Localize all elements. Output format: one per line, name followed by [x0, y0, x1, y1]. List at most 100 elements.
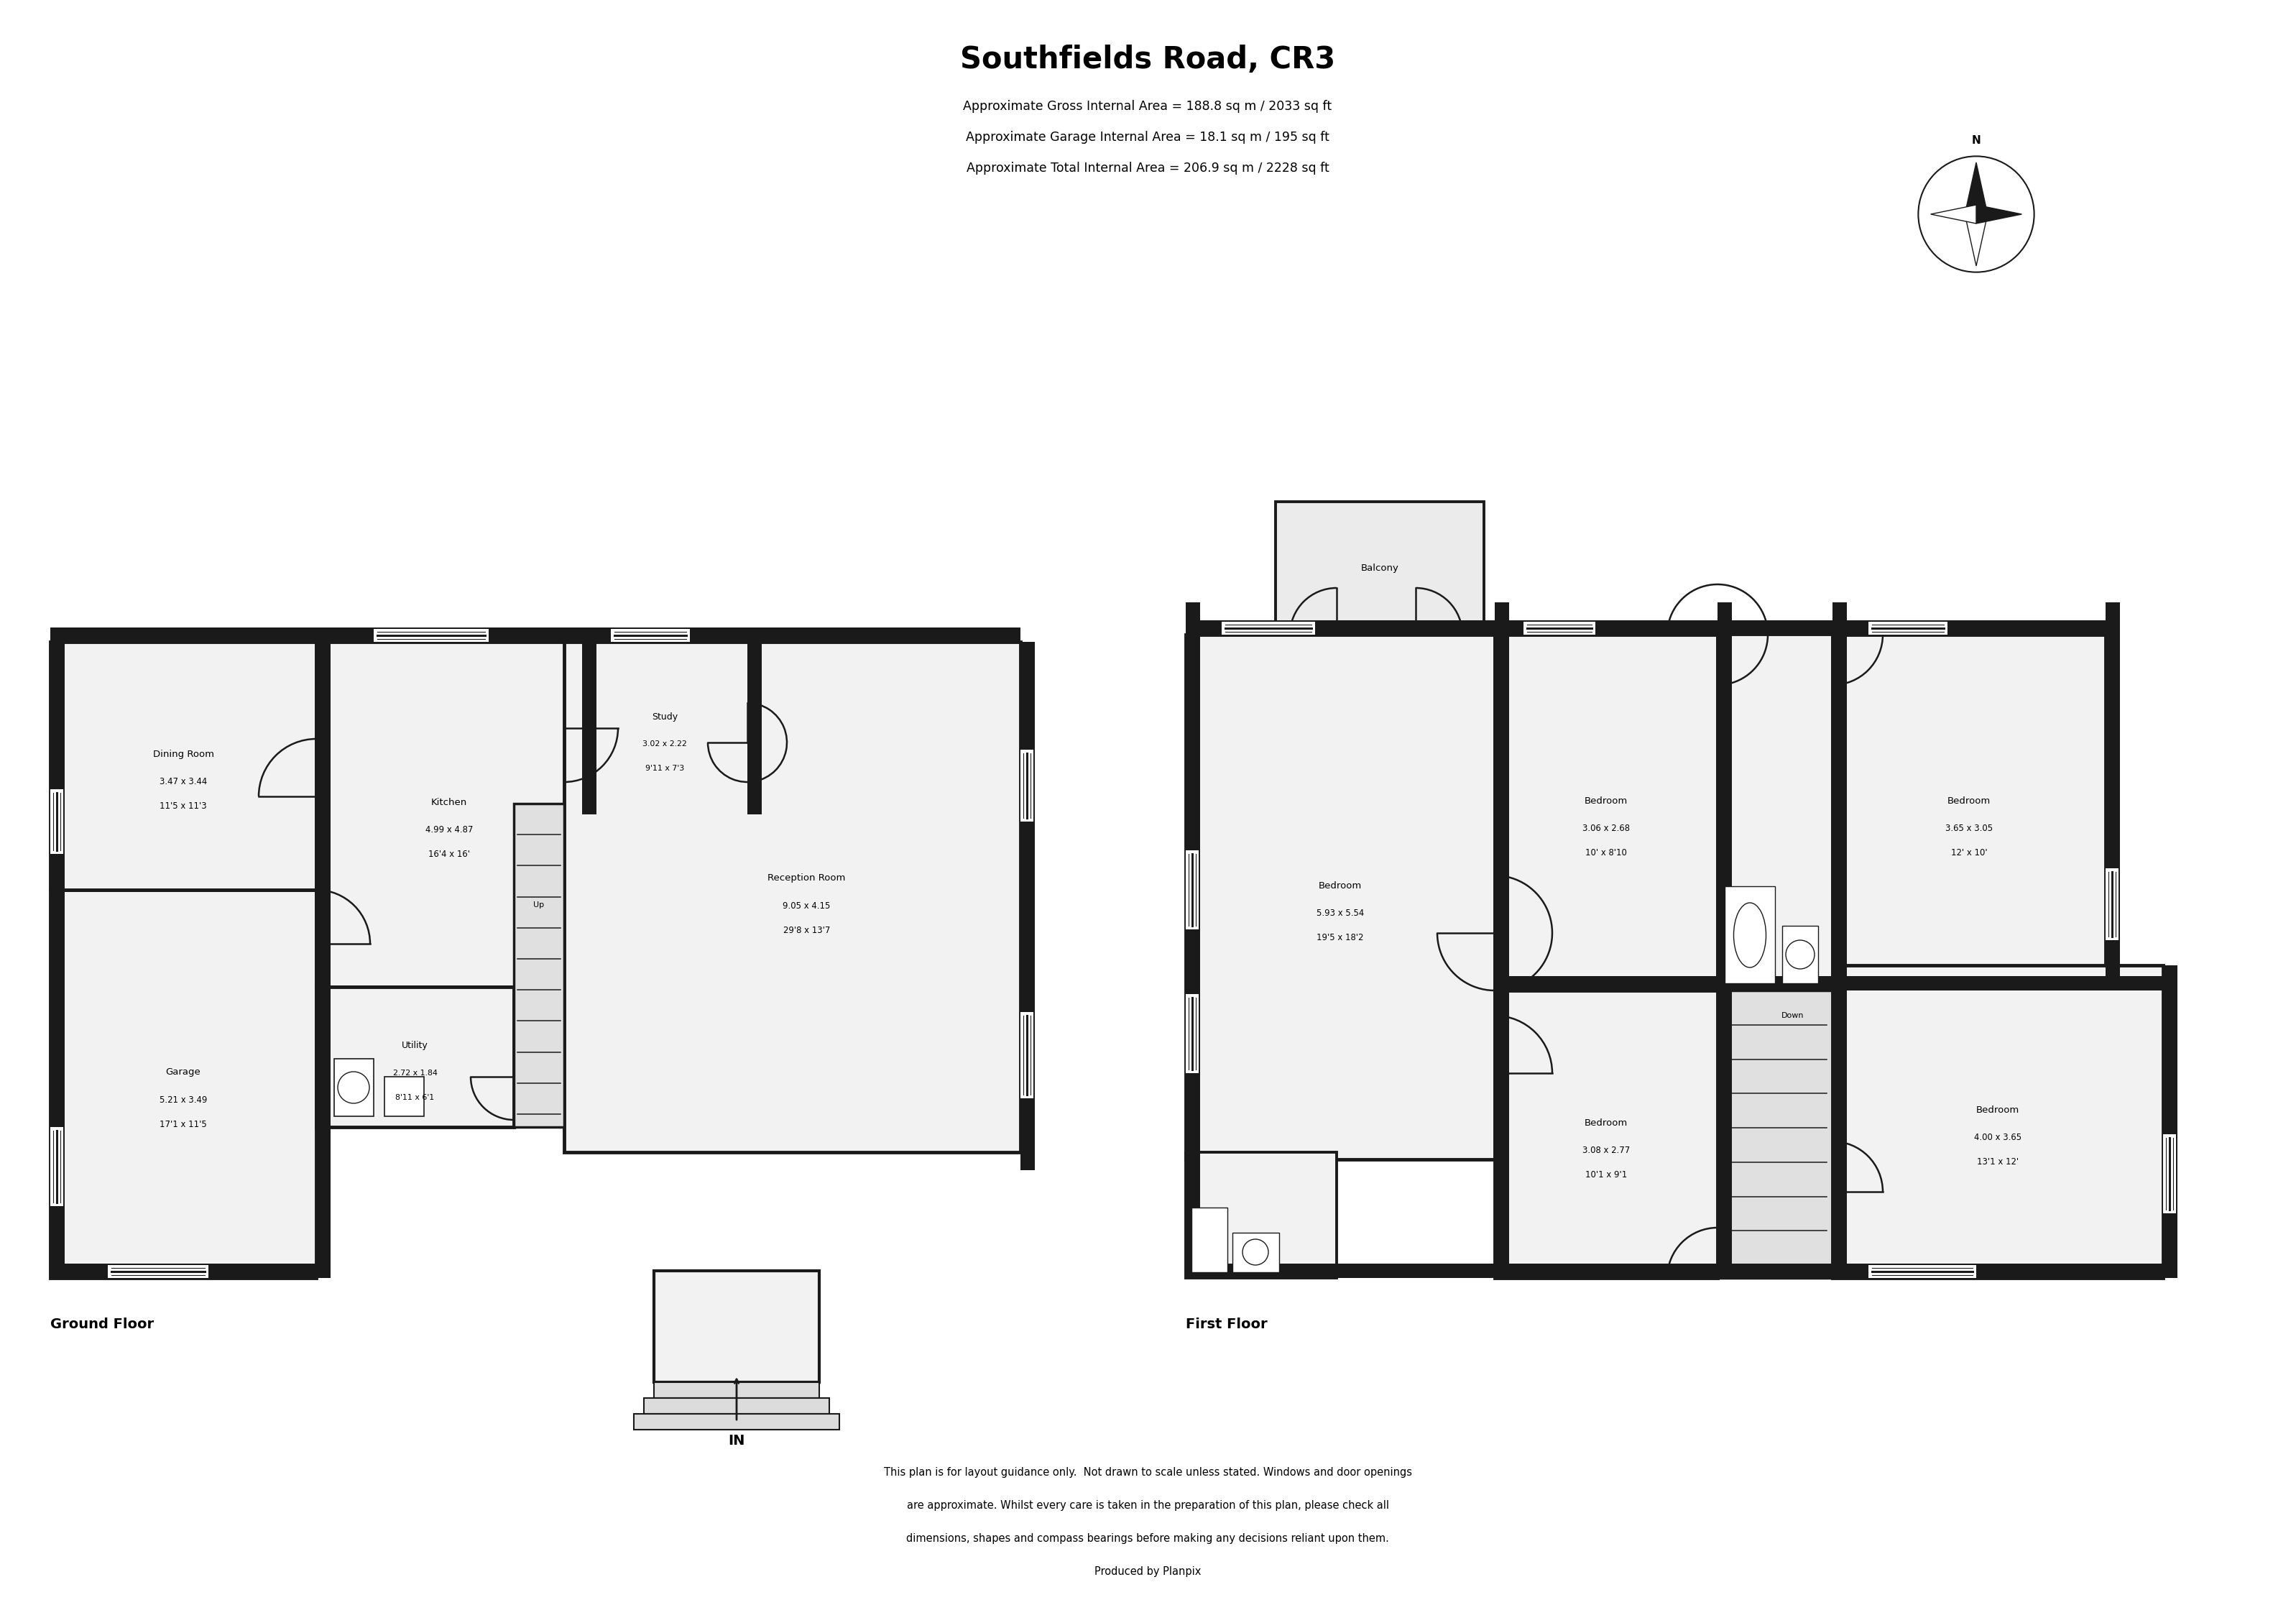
Bar: [1525, 622, 1596, 635]
Text: Bedroom: Bedroom: [1318, 881, 1362, 889]
Bar: [1832, 635, 2105, 990]
Text: Approximate Gross Internal Area = 188.8 sq m / 2033 sq ft: Approximate Gross Internal Area = 188.8 …: [964, 101, 1332, 114]
Bar: [1869, 622, 1947, 635]
Text: Balcony: Balcony: [1362, 563, 1398, 573]
Text: 10' x 8'10: 10' x 8'10: [1584, 849, 1628, 857]
Bar: [1019, 1013, 1033, 1099]
Bar: [1717, 990, 1832, 1277]
Bar: [2105, 602, 2119, 990]
Bar: [1019, 641, 1035, 1170]
Bar: [1832, 966, 2163, 1277]
Text: 5.21 x 3.49: 5.21 x 3.49: [158, 1096, 207, 1104]
Bar: [634, 1414, 840, 1430]
Bar: [1495, 602, 1508, 1277]
Text: First Floor: First Floor: [1185, 1318, 1267, 1331]
Text: Bedroom: Bedroom: [1977, 1105, 2020, 1115]
Text: Ground Floor: Ground Floor: [51, 1318, 154, 1331]
Bar: [374, 630, 489, 641]
Text: 9'11 x 7'3: 9'11 x 7'3: [645, 764, 684, 773]
Bar: [1495, 975, 1832, 990]
Text: Up: Up: [533, 901, 544, 909]
Bar: [51, 641, 64, 1277]
Text: Study: Study: [652, 712, 677, 721]
Bar: [1495, 990, 1717, 1277]
Text: Approximate Garage Internal Area = 18.1 sq m / 195 sq ft: Approximate Garage Internal Area = 18.1 …: [967, 131, 1329, 144]
Text: Dining Room: Dining Room: [154, 750, 214, 760]
Text: 9.05 x 4.15: 9.05 x 4.15: [783, 901, 831, 911]
Text: dimensions, shapes and compass bearings before making any decisions reliant upon: dimensions, shapes and compass bearings …: [907, 1532, 1389, 1543]
Bar: [335, 1058, 374, 1117]
Text: are approximate. Whilst every care is taken in the preparation of this plan, ple: are approximate. Whilst every care is ta…: [907, 1500, 1389, 1511]
Text: 10'1 x 9'1: 10'1 x 9'1: [1584, 1170, 1628, 1180]
Text: Bedroom: Bedroom: [1584, 797, 1628, 805]
Bar: [1185, 850, 1199, 930]
Bar: [2163, 966, 2177, 1277]
Bar: [1192, 1208, 1228, 1272]
Text: 19'5 x 18'2: 19'5 x 18'2: [1316, 933, 1364, 941]
Bar: [514, 803, 565, 1126]
Bar: [317, 987, 514, 1126]
Bar: [1019, 750, 1033, 821]
Bar: [317, 641, 331, 1277]
Bar: [583, 641, 597, 815]
Bar: [108, 1264, 209, 1277]
Bar: [583, 641, 748, 815]
Text: Approximate Total Internal Area = 206.9 sq m / 2228 sq ft: Approximate Total Internal Area = 206.9 …: [967, 162, 1329, 175]
Bar: [51, 628, 1019, 641]
Text: 3.47 x 3.44: 3.47 x 3.44: [158, 777, 207, 786]
Bar: [51, 1264, 317, 1277]
Bar: [51, 641, 317, 889]
Bar: [1185, 620, 2119, 635]
Bar: [2163, 1134, 2177, 1214]
Text: Kitchen: Kitchen: [432, 799, 466, 808]
Bar: [1869, 1264, 1977, 1277]
Text: N: N: [1972, 135, 1981, 146]
Text: 4.99 x 4.87: 4.99 x 4.87: [425, 826, 473, 834]
Bar: [51, 789, 64, 854]
Text: Down: Down: [1782, 1013, 1805, 1019]
Text: 29'8 x 13'7: 29'8 x 13'7: [783, 925, 831, 935]
Bar: [1832, 975, 2163, 990]
Bar: [1185, 635, 1495, 1159]
Bar: [317, 987, 331, 1126]
Text: This plan is for layout guidance only.  Not drawn to scale unless stated. Window: This plan is for layout guidance only. N…: [884, 1467, 1412, 1477]
Bar: [654, 1383, 820, 1397]
Bar: [748, 641, 762, 815]
Bar: [611, 630, 689, 641]
Bar: [383, 1076, 425, 1117]
Text: IN: IN: [728, 1435, 744, 1448]
Bar: [1717, 602, 1731, 1277]
Text: Bedroom: Bedroom: [1947, 797, 1991, 805]
Text: 3.06 x 2.68: 3.06 x 2.68: [1582, 824, 1630, 833]
Bar: [1185, 602, 1201, 1277]
Bar: [2105, 868, 2119, 940]
Bar: [1185, 1152, 1336, 1277]
Text: 5.93 x 5.54: 5.93 x 5.54: [1316, 909, 1364, 917]
Text: 4.00 x 3.65: 4.00 x 3.65: [1975, 1133, 2020, 1143]
Text: 11'5 x 11'3: 11'5 x 11'3: [161, 802, 207, 811]
Text: 3.08 x 2.77: 3.08 x 2.77: [1582, 1146, 1630, 1154]
Bar: [643, 1397, 829, 1414]
Bar: [1782, 925, 1818, 984]
Text: Southfields Road, CR3: Southfields Road, CR3: [960, 44, 1336, 75]
Text: 12' x 10': 12' x 10': [1952, 849, 1988, 857]
Bar: [1221, 622, 1316, 635]
Text: Garage: Garage: [165, 1068, 200, 1078]
Bar: [654, 1271, 820, 1383]
Text: 3.02 x 2.22: 3.02 x 2.22: [643, 740, 687, 748]
Polygon shape: [1931, 204, 1977, 224]
Text: 3.65 x 3.05: 3.65 x 3.05: [1945, 824, 1993, 833]
Text: Produced by Planpix: Produced by Planpix: [1095, 1566, 1201, 1576]
Text: 17'1 x 11'5: 17'1 x 11'5: [161, 1120, 207, 1130]
Text: 8'11 x 6'1: 8'11 x 6'1: [395, 1094, 434, 1100]
Bar: [1233, 1233, 1279, 1272]
Text: 13'1 x 12': 13'1 x 12': [1977, 1157, 2018, 1167]
Bar: [1495, 635, 1717, 990]
Ellipse shape: [1733, 902, 1766, 967]
Bar: [51, 889, 317, 1277]
Bar: [1185, 993, 1199, 1073]
Text: 2.72 x 1.84: 2.72 x 1.84: [393, 1070, 436, 1076]
Polygon shape: [1965, 214, 1988, 266]
Bar: [317, 972, 331, 987]
Bar: [317, 641, 583, 987]
